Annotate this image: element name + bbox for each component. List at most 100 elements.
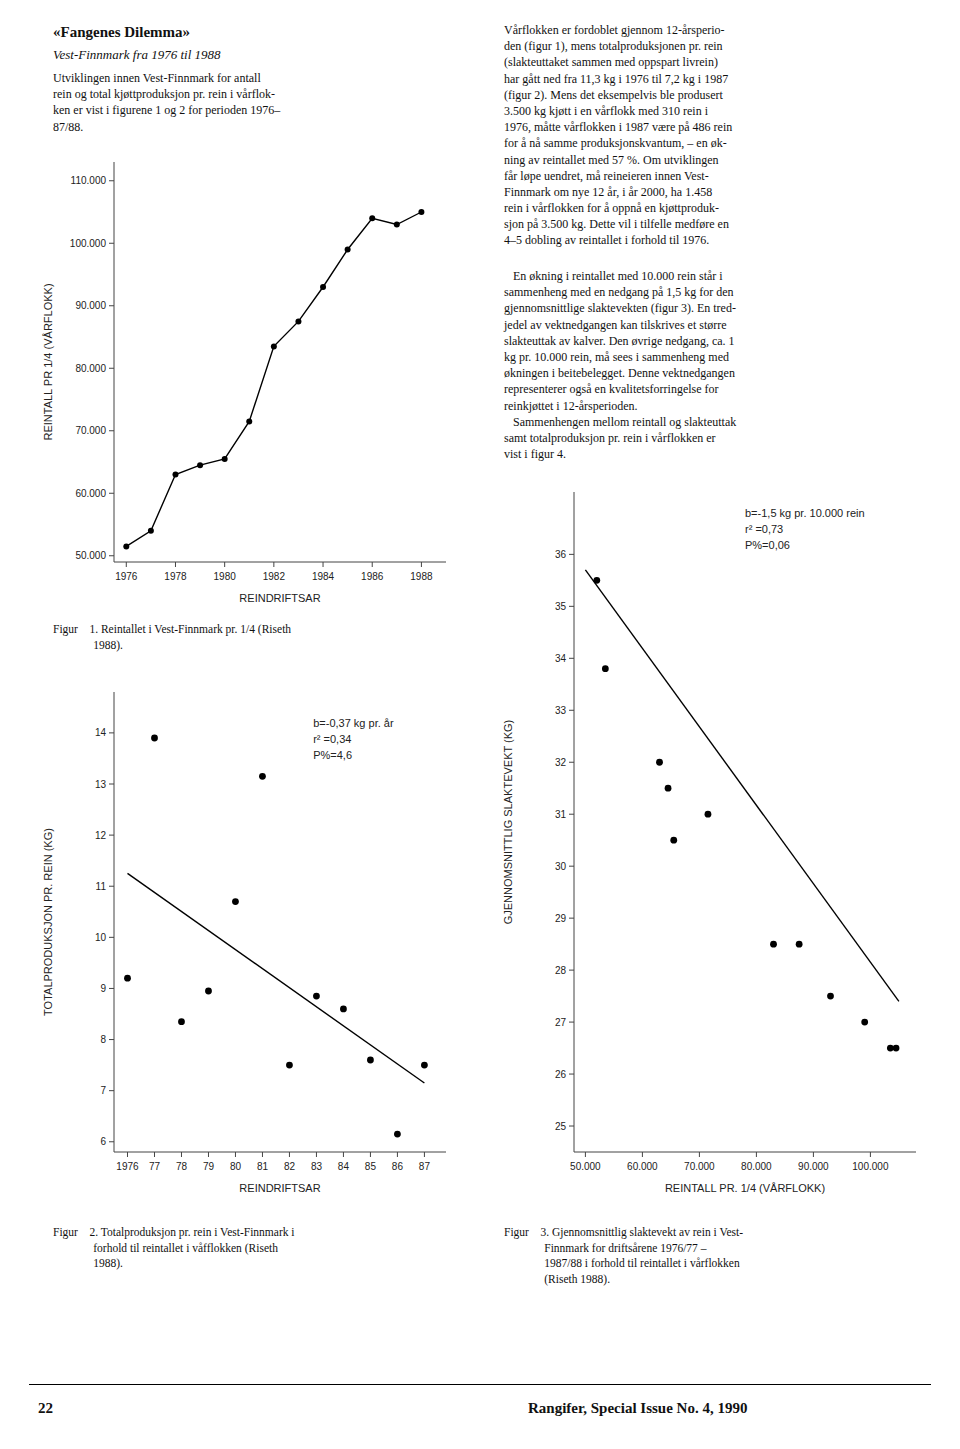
line bbox=[127, 873, 424, 1083]
y-tick bbox=[569, 918, 574, 919]
point bbox=[394, 1131, 401, 1138]
y-tick-label: 7 bbox=[100, 1085, 106, 1096]
point bbox=[345, 247, 351, 253]
y-tick-label: 12 bbox=[95, 830, 107, 841]
x-tick-label: 83 bbox=[311, 1161, 323, 1172]
y-tick-label: 32 bbox=[555, 757, 567, 768]
point bbox=[151, 735, 158, 742]
point bbox=[148, 528, 154, 534]
x-tick-label: 1986 bbox=[361, 571, 384, 582]
chart: 50.00060.00070.00080.00090.000100.000252… bbox=[500, 480, 930, 1200]
y-tick bbox=[569, 970, 574, 971]
x-tick-label: 82 bbox=[284, 1161, 296, 1172]
y-tick bbox=[569, 1126, 574, 1127]
x-tick-label: 87 bbox=[419, 1161, 431, 1172]
y-tick bbox=[109, 180, 114, 181]
heading: «Fangenes Dilemma» bbox=[53, 22, 190, 42]
point bbox=[197, 462, 203, 468]
annotation: b=-0,37 kg pr. årr² =0,34P%=4,6 bbox=[313, 717, 394, 761]
point bbox=[232, 898, 239, 905]
y-tick bbox=[569, 762, 574, 763]
x-tick bbox=[642, 1152, 643, 1157]
point bbox=[259, 773, 266, 780]
x-axis-label: REINDRIFTSAR bbox=[239, 592, 320, 604]
subtitle: Vest-Finnmark fra 1976 til 1988 bbox=[53, 46, 221, 64]
plot-area bbox=[585, 570, 899, 1052]
y-axis bbox=[574, 492, 575, 1152]
annotation: b=-1,5 kg pr. 10.000 reinr² =0,73P%=0,06 bbox=[745, 507, 865, 551]
y-tick-label: 34 bbox=[555, 653, 567, 664]
y-tick bbox=[109, 493, 114, 494]
y-tick-label: 10 bbox=[95, 932, 107, 943]
x-tick-label: 80 bbox=[230, 1161, 242, 1172]
x-tick bbox=[370, 1152, 371, 1157]
y-tick-label: 27 bbox=[555, 1017, 567, 1028]
x-tick bbox=[224, 562, 225, 567]
x-tick-label: 79 bbox=[203, 1161, 215, 1172]
x-tick-label: 77 bbox=[149, 1161, 161, 1172]
x-tick-label: 1976 bbox=[116, 1161, 139, 1172]
point bbox=[320, 284, 326, 290]
x-tick-label: 1982 bbox=[263, 571, 286, 582]
y-tick bbox=[569, 710, 574, 711]
y-tick bbox=[109, 732, 114, 733]
x-tick bbox=[127, 1152, 128, 1157]
x-tick-label: 90.000 bbox=[798, 1161, 829, 1172]
x-tick bbox=[699, 1152, 700, 1157]
point bbox=[670, 837, 677, 844]
y-tick-label: 14 bbox=[95, 727, 107, 738]
x-tick bbox=[175, 562, 176, 567]
y-tick bbox=[109, 988, 114, 989]
x-axis-label: REINTALL PR. 1/4 (VÅRFLOKK) bbox=[665, 1182, 825, 1194]
plot-area bbox=[124, 735, 428, 1138]
x-tick-label: 81 bbox=[257, 1161, 269, 1172]
x-tick-label: 85 bbox=[365, 1161, 377, 1172]
y-tick bbox=[109, 1141, 114, 1142]
x-tick bbox=[154, 1152, 155, 1157]
body-text: En økning i reintallet med 10.000 rein s… bbox=[504, 268, 736, 462]
x-tick-label: 84 bbox=[338, 1161, 350, 1172]
y-tick bbox=[109, 368, 114, 369]
y-tick bbox=[109, 1090, 114, 1091]
point bbox=[770, 941, 777, 948]
y-tick-label: 26 bbox=[555, 1069, 567, 1080]
y-axis bbox=[114, 692, 115, 1152]
journal-name: Rangifer, Special Issue No. 4, 1990 bbox=[528, 1400, 747, 1417]
line bbox=[585, 570, 899, 1001]
plot-area bbox=[123, 209, 424, 549]
point bbox=[394, 222, 400, 228]
body-text: Vårflokken er fordoblet gjennom 12-årspe… bbox=[504, 22, 732, 249]
body-text: Utviklingen innen Vest-Finnmark for anta… bbox=[53, 70, 280, 135]
y-tick bbox=[569, 606, 574, 607]
y-tick-label: 11 bbox=[96, 881, 107, 892]
y-tick bbox=[109, 835, 114, 836]
y-tick bbox=[569, 658, 574, 659]
point bbox=[861, 1019, 868, 1026]
x-tick bbox=[372, 562, 373, 567]
point bbox=[172, 472, 178, 478]
y-tick bbox=[109, 430, 114, 431]
y-tick-label: 13 bbox=[95, 779, 107, 790]
y-tick-label: 9 bbox=[100, 983, 106, 994]
x-tick bbox=[397, 1152, 398, 1157]
y-tick-label: 50.000 bbox=[75, 550, 106, 561]
y-axis-label: REINTALL PR 1/4 (VÅRFLOKK) bbox=[42, 283, 54, 440]
x-tick-label: 100.000 bbox=[852, 1161, 889, 1172]
chart: 1976777879808182838485868767891011121314… bbox=[40, 680, 460, 1200]
y-tick-label: 110.000 bbox=[71, 175, 107, 186]
x-tick-label: 78 bbox=[176, 1161, 188, 1172]
point bbox=[124, 975, 131, 982]
y-tick-label: 33 bbox=[555, 705, 567, 716]
caption: Figur 2. Totalproduksjon pr. rein i Vest… bbox=[53, 1225, 295, 1272]
y-tick-label: 70.000 bbox=[75, 425, 106, 436]
x-tick bbox=[208, 1152, 209, 1157]
y-tick bbox=[109, 305, 114, 306]
page: «Fangenes Dilemma» Vest-Finnmark fra 197… bbox=[0, 0, 960, 1449]
x-tick bbox=[756, 1152, 757, 1157]
point bbox=[796, 941, 803, 948]
y-tick bbox=[569, 554, 574, 555]
y-axis-label: GJENNOMSNITTLIG SLAKTEVEKT (KG) bbox=[502, 720, 514, 925]
x-axis bbox=[114, 562, 446, 563]
point bbox=[369, 215, 375, 221]
x-tick-label: 50.000 bbox=[570, 1161, 601, 1172]
